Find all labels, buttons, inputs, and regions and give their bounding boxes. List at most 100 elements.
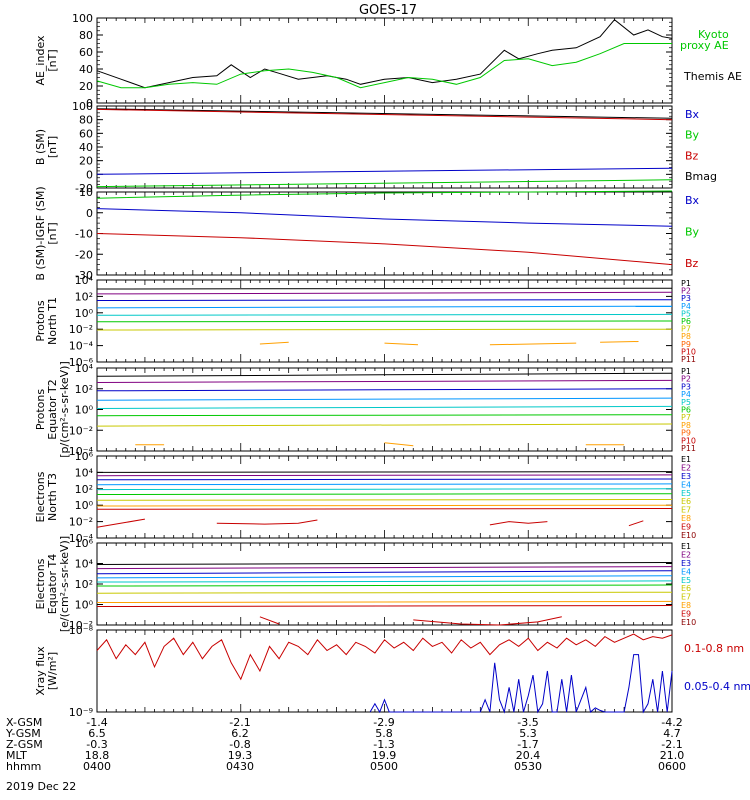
legend-entry: P10 [681,347,696,356]
series-p3 [96,388,673,392]
legend-entry: E2 [681,550,691,559]
series-0-1-0-8-nm [96,633,673,681]
series-e8 [96,600,673,603]
footer-value: 0400 [83,760,111,773]
y-tick-label: 10⁶ [75,450,94,463]
footer-value: -2.1 [661,738,682,751]
y-tick-label: 100 [72,12,93,25]
legend-entry: P1 [681,367,691,376]
footer-value: -1.3 [373,738,394,751]
legend-entry: By [685,226,700,239]
footer-value: 0600 [658,760,686,773]
legend-entry: P1 [681,279,691,288]
legend-entry: Themis AE [683,70,742,83]
footer-value: -1.7 [517,738,538,751]
series-p6 [96,414,673,417]
series-themis-ae [96,19,673,89]
series-e10b [216,519,318,525]
y-tick-label: 10² [75,383,93,396]
y-tick-label: 10⁴ [75,274,94,287]
y-tick-label: 10⁰ [75,404,94,417]
series-e10b [413,616,562,626]
series-p11 [600,341,639,343]
y-tick-label: 40 [79,63,93,76]
series-e9 [96,508,673,510]
series-e4 [96,483,673,486]
series-p2 [96,291,673,295]
legend-entry: P6 [681,406,691,415]
series-p5 [96,313,673,316]
series-p5 [96,405,673,409]
y-axis-label: [e/(cm²-s-sr-keV)] [58,536,71,632]
y-tick-label: 10⁻² [69,424,93,437]
footer-value: -0.8 [229,738,250,751]
series-bx [96,167,673,175]
series-e6 [96,493,673,495]
y-tick-label: 10⁰ [75,307,94,320]
legend-entry: E10 [681,618,696,627]
legend-entry: 0.1-0.8 nm [684,642,744,655]
y-tick-label: 10⁻² [69,619,93,632]
legend-entry: P8 [681,421,691,430]
y-tick-label: 10⁰ [75,599,94,612]
y-tick-label: 10⁴ [75,558,94,571]
y-axis-label: Protons [34,300,47,341]
series-e3 [96,570,673,575]
legend-entry: By [685,129,700,142]
legend-entry: P5 [681,309,691,318]
series-p10 [489,342,577,346]
y-tick-label: 60 [79,46,93,59]
footer-value: 4.7 [663,727,681,740]
legend-entry: E10 [681,531,696,540]
series-e5 [96,580,673,583]
panel-frame [96,455,673,539]
series-p9 [384,442,414,447]
legend-entry: E9 [681,610,691,619]
panel-frame [96,542,673,626]
y-tick-label: 80 [79,114,93,127]
legend-entry: E7 [681,506,691,515]
y-tick-label: -30 [75,269,93,282]
footer-value: 21.0 [660,749,685,762]
y-tick-label: -20 [75,248,93,261]
legend-entry: P4 [681,302,691,311]
footer-value: -0.3 [86,738,107,751]
y-tick-label: 10⁶ [75,537,94,550]
legend-entry: E4 [681,480,691,489]
legend-entry: P2 [681,375,691,384]
y-axis-label: Equator T2 [46,379,59,439]
series-e8 [96,504,673,507]
panel-5: 10⁻⁴ 10⁻² 10⁰ 10² 10⁴ Protons Equator T2 [p/(cm… [34,361,696,458]
series-p4 [96,397,673,401]
series-e7 [96,499,673,501]
date-label: 2019 Dec 22 [6,780,76,793]
y-tick-label: 0 [86,168,93,181]
panel-frame [96,191,673,276]
panel-frame [96,17,673,104]
series-bz [96,233,673,266]
y-tick-label: 10⁻² [69,516,93,529]
y-axis-label: [nT] [46,136,59,158]
footer-value: -2.1 [229,716,250,729]
series-p4 [96,305,673,309]
y-tick-label: 10⁴ [75,466,94,479]
series-e6 [96,584,673,587]
series-kyoto-proxy-ae [96,43,672,89]
footer-value: -2.9 [373,716,394,729]
series-p6 [96,320,673,323]
footer-value: -4.2 [661,716,682,729]
y-tick-label: 10⁻⁴ [69,340,94,353]
y-axis-label: Electrons [34,471,47,522]
footer-row-label: MLT [6,749,27,762]
y-tick-label: 10² [75,483,93,496]
footer-value: 6.5 [88,727,106,740]
y-tick-label: 80 [79,29,93,42]
series-e9 [96,605,673,607]
legend-entry: E8 [681,514,691,523]
series-p3 [96,299,673,301]
legend-entry: P3 [681,382,691,391]
y-tick-label: 10² [75,578,93,591]
y-tick-label: 10⁻² [69,323,93,336]
